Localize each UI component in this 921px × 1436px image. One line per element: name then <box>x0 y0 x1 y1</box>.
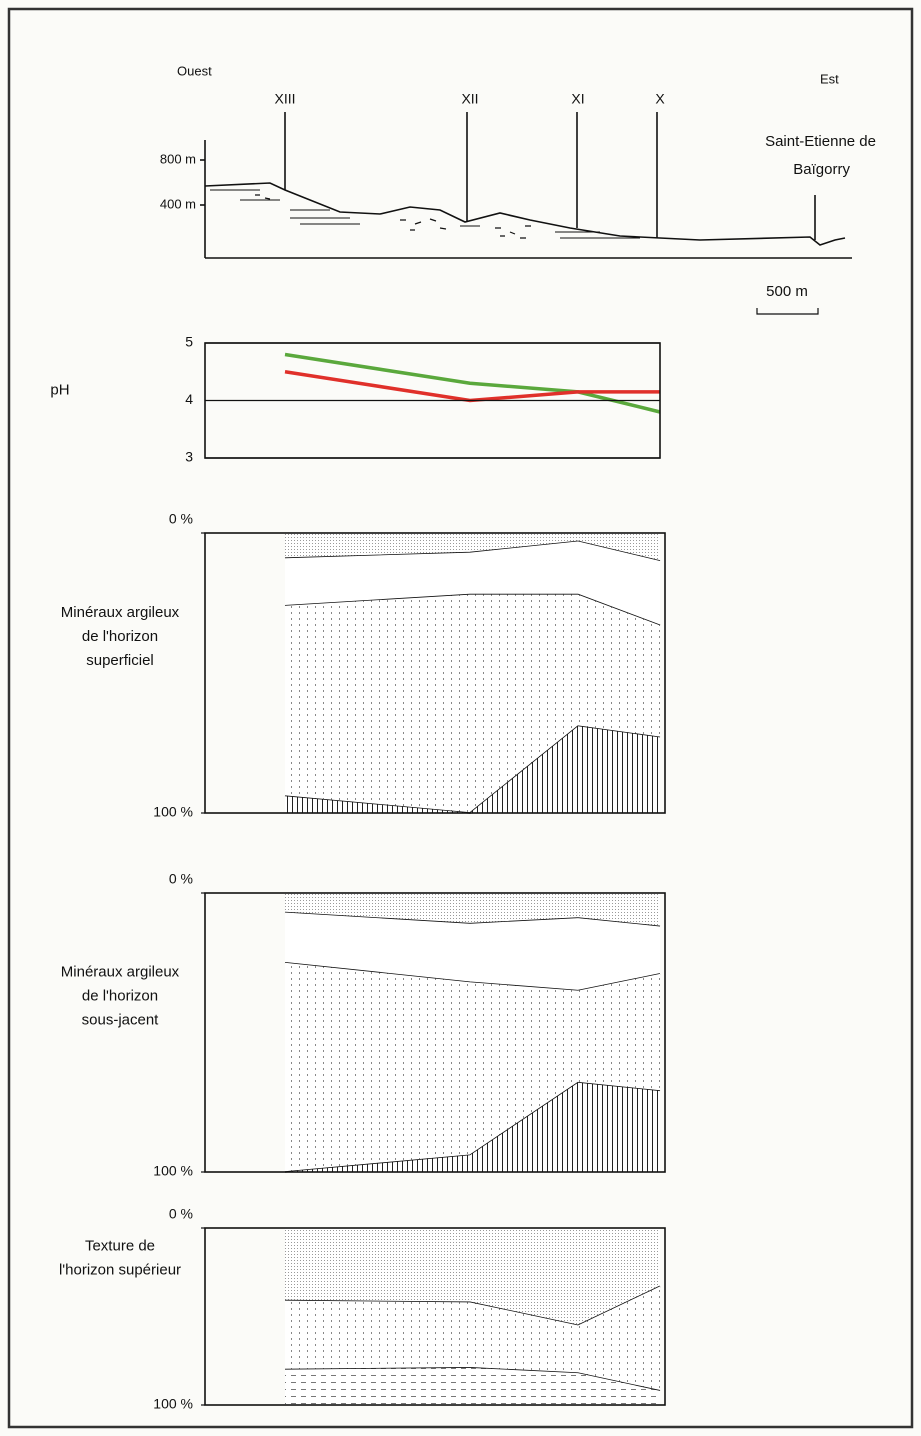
y-tick-label: 100 % <box>153 1163 193 1179</box>
stack-segment <box>285 541 660 626</box>
y-axis-label: Minéraux argileux <box>61 963 180 980</box>
y-axis-label: Texture de <box>85 1237 155 1254</box>
y-axis-label: superficiel <box>86 652 154 669</box>
ph-line <box>284 370 660 403</box>
y-tick-label: 100 % <box>153 804 193 820</box>
plot-frame <box>204 532 666 814</box>
town-label: Saint-Etienne de <box>765 133 876 150</box>
y-axis-label: l'horizon supérieur <box>59 1261 181 1278</box>
west-label: Ouest <box>177 63 212 78</box>
elevation-label: 400 m <box>160 196 196 211</box>
stack-segment <box>285 1082 660 1172</box>
stack-segment <box>285 594 660 813</box>
border <box>7 7 914 1429</box>
y-tick-label: 5 <box>185 334 193 350</box>
station-label: X <box>655 91 665 107</box>
y-axis-label: pH <box>50 381 69 398</box>
y-tick-label: 0 % <box>169 871 193 887</box>
station-label: XIII <box>274 91 295 107</box>
y-tick-label: 4 <box>185 391 193 407</box>
plot-frame <box>204 1227 666 1406</box>
scale-label: 500 m <box>766 283 808 300</box>
y-axis-label: sous-jacent <box>82 1011 160 1028</box>
ph-line <box>284 352 661 414</box>
y-tick-label: 3 <box>185 449 193 465</box>
scale-bar <box>756 308 819 315</box>
terrain <box>204 182 846 246</box>
profile <box>200 112 852 315</box>
stack-segment <box>285 533 660 561</box>
y-axis-label: Minéraux argileux <box>61 604 180 621</box>
east-label: Est <box>820 71 839 86</box>
y-axis-label: de l'horizon <box>82 987 158 1004</box>
stack-segment <box>285 1286 660 1391</box>
y-axis-label: de l'horizon <box>82 628 158 645</box>
station-label: XI <box>571 91 584 107</box>
deposits <box>255 194 531 239</box>
y-tick-label: 0 % <box>169 511 193 527</box>
station-label: XII <box>461 91 478 107</box>
stack-segment <box>285 1367 660 1405</box>
strata <box>210 189 640 239</box>
stack-segment <box>285 962 660 1172</box>
y-tick-label: 100 % <box>153 1396 193 1412</box>
stack-segment <box>285 726 660 813</box>
y-tick-label: 0 % <box>169 1206 193 1222</box>
elevation-label: 800 m <box>160 151 196 166</box>
plot-frame <box>204 892 666 1173</box>
town-label: Baïgorry <box>793 161 850 178</box>
stack-segment <box>285 912 660 991</box>
